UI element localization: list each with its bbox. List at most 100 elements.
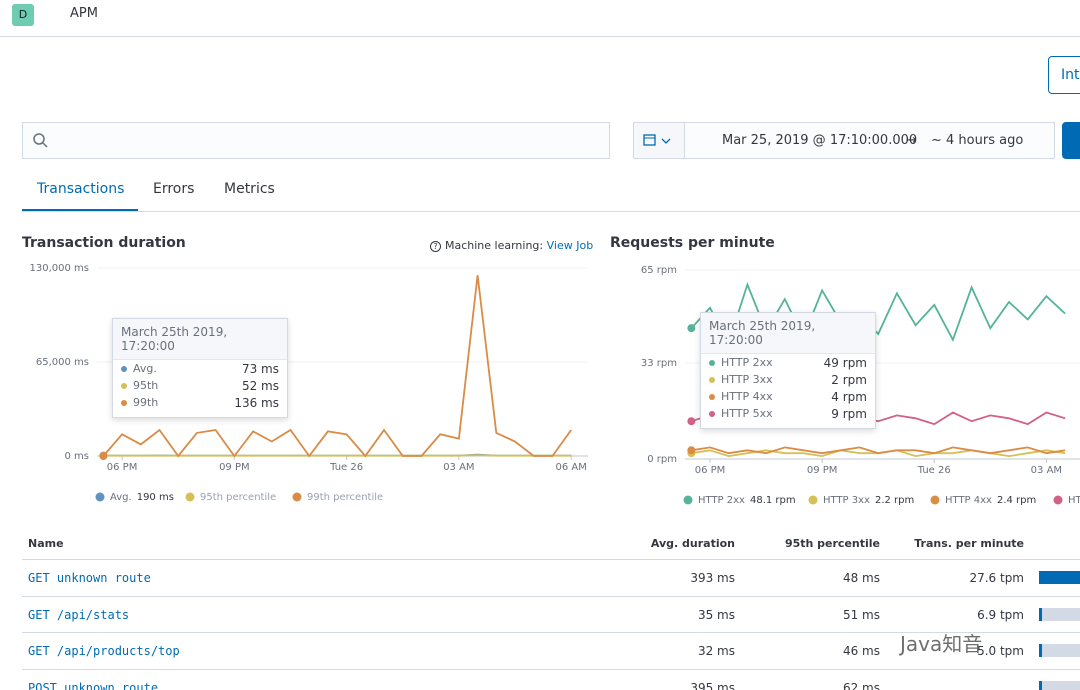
x-tick-label: 06 PM <box>107 462 138 473</box>
date-quick-menu[interactable] <box>634 123 685 158</box>
x-tick-label: Tue 26 <box>329 462 363 473</box>
date-start[interactable]: Mar 25, 2019 @ 17:10:00.000 <box>722 133 918 148</box>
search-bar[interactable] <box>22 122 610 159</box>
x-tick-label: 03 AM <box>443 462 474 473</box>
x-tick-label: 06 AM <box>555 462 586 473</box>
legend-dot <box>808 495 818 505</box>
tooltip-value: 136 ms <box>234 395 279 410</box>
legend-name: 95th percentile <box>200 492 276 503</box>
column-header: Name <box>28 537 64 550</box>
refresh-button[interactable] <box>1062 122 1080 159</box>
y-tick-label: 0 ms <box>65 451 90 462</box>
legend-value: 48.1 rpm <box>750 495 796 506</box>
transaction-name[interactable]: GET unknown route <box>28 571 151 585</box>
legend-entry: HTTP 3xx 2.2 rpm <box>823 495 914 506</box>
tooltip-dot <box>709 359 715 366</box>
legend-entry: 95th percentile <box>200 492 276 503</box>
tooltip-row: HTTP 2xx 49 rpm <box>701 354 875 371</box>
hover-point <box>687 417 696 426</box>
row-divider <box>22 632 1080 633</box>
impact-bar <box>1039 644 1042 657</box>
impact-bar <box>1039 680 1042 690</box>
date-picker[interactable]: Mar 25, 2019 @ 17:10:00.000 → ~ 4 hours … <box>633 122 1055 159</box>
row-divider <box>22 595 1080 597</box>
impact-bar-track <box>1039 607 1080 621</box>
ml-info: ? Machine learning: View Job <box>430 239 593 252</box>
tooltip-row: 99th 136 ms <box>113 394 287 411</box>
cell: 395 ms <box>690 680 735 690</box>
legend-value: 2.4 rpm <box>997 495 1036 506</box>
transaction-name[interactable]: GET /api/products/top <box>28 644 180 658</box>
column-header: 95th percentile <box>784 537 880 550</box>
tooltip-dot <box>709 376 715 383</box>
legend-dot <box>1053 495 1063 505</box>
tooltip: March 25th 2019, 17:20:00 HTTP 2xx 49 rpm H… <box>700 312 876 429</box>
ml-link[interactable]: View Job <box>546 239 594 252</box>
x-tick-label: 09 PM <box>807 465 838 476</box>
legend-name: HTTP 5xx <box>1068 495 1080 506</box>
legend-entry: HTTP 2xx 48.1 rpm <box>698 495 796 506</box>
tab[interactable]: Transactions <box>37 181 125 197</box>
tooltip-label: HTTP 2xx <box>721 356 773 369</box>
tab[interactable]: Metrics <box>224 181 275 197</box>
x-tick-label: 09 PM <box>219 462 250 473</box>
tooltip-value: 2 rpm <box>831 372 867 387</box>
cell: 35 ms <box>697 607 735 622</box>
tooltip-row: 95th 52 ms <box>113 377 287 394</box>
tooltip-row: Avg. 73 ms <box>113 360 287 377</box>
tooltip-row: HTTP 4xx 4 rpm <box>701 388 875 405</box>
impact-bar-track <box>1039 680 1080 690</box>
legend-name: HTTP 2xx <box>698 495 745 506</box>
tooltip-row: HTTP 3xx 2 rpm <box>701 371 875 388</box>
date-end[interactable]: ~ 4 hours ago <box>931 133 1024 148</box>
x-tick-label: Tue 26 <box>917 465 951 476</box>
tooltip-dot <box>121 382 127 389</box>
watermark: Java知音 <box>900 632 983 656</box>
y-tick-label: 65,000 ms <box>36 357 89 368</box>
y-tick-label: 0 rpm <box>647 454 677 465</box>
series-line <box>103 454 572 457</box>
header-button[interactable]: Inte <box>1048 56 1080 94</box>
tooltip-label: HTTP 5xx <box>721 407 773 420</box>
impact-bar-track <box>1039 644 1080 657</box>
tooltip-title: March 25th 2019, 17:20:00 <box>113 319 287 360</box>
tab[interactable]: Errors <box>153 181 195 197</box>
hover-point <box>687 446 696 455</box>
tooltip-value: 52 ms <box>241 378 279 393</box>
series-line <box>690 281 1066 345</box>
cell: 46 ms <box>842 644 880 658</box>
legend-dot <box>683 495 693 505</box>
tooltip-label: 95th <box>133 379 159 392</box>
tabs-border <box>22 211 1080 212</box>
cell: 51 ms <box>842 607 880 622</box>
column-header: Avg. duration <box>650 537 735 550</box>
legend-entry: HTTP 5xx <box>1068 495 1080 506</box>
cell: 27.6 tpm <box>969 571 1024 585</box>
legend-entry: 99th percentile <box>307 492 383 503</box>
series-line <box>102 275 572 458</box>
transactions-table: Name Avg. duration 95th percentile Trans. p… <box>22 528 1080 690</box>
avatar[interactable]: D <box>12 4 34 26</box>
legend-dot <box>95 492 105 502</box>
transaction-name[interactable]: GET /api/stats <box>28 607 130 622</box>
x-tick-label: 03 AM <box>1031 465 1062 476</box>
search-icon <box>33 133 48 148</box>
legend-value: 190 ms <box>137 492 174 503</box>
app-name[interactable]: APM <box>70 6 98 21</box>
tooltip-label: Avg. <box>133 362 157 375</box>
tooltip-dot <box>121 399 127 406</box>
transaction-name[interactable]: POST unknown route <box>28 680 159 690</box>
tab-underline <box>22 209 138 211</box>
impact-bar <box>1039 607 1042 621</box>
cell: 393 ms <box>690 571 735 585</box>
chart-title: Transaction duration <box>22 235 186 251</box>
legend-dot <box>185 492 195 502</box>
top-bar <box>0 0 1080 37</box>
tooltip-title: March 25th 2019, 17:20:00 <box>701 313 875 354</box>
tooltip-dot <box>709 393 715 400</box>
cell: 6.9 tpm <box>977 607 1024 622</box>
chart-title: Requests per minute <box>610 235 775 251</box>
legend-dot <box>292 492 302 502</box>
